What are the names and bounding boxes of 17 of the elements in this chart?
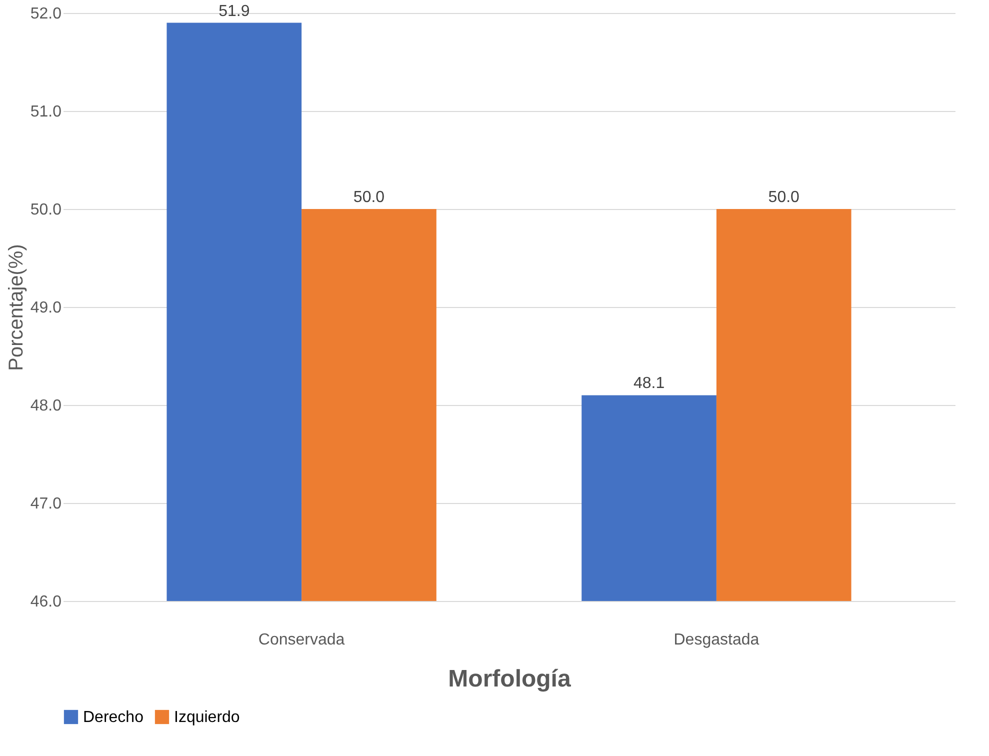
y-tick-label: 48.0 — [30, 398, 62, 414]
text: 51.9 — [218, 2, 250, 20]
text: 50.0 — [768, 189, 800, 206]
x-tick-label: Desgastada — [674, 632, 760, 648]
y-tick-label: 49.0 — [30, 300, 62, 316]
x-tick-label: Conservada — [258, 632, 345, 648]
text: 48.1 — [633, 375, 665, 392]
y-tick-label: 52.0 — [30, 6, 62, 22]
y-tick-label: 47.0 — [30, 496, 62, 512]
text: 50.0 — [353, 189, 385, 206]
y-axis-title: Porcentaje(%) — [5, 244, 28, 371]
legend-label: Izquierdo — [174, 709, 240, 726]
legend-label: Derecho — [83, 709, 144, 726]
y-tick-label: 50.0 — [30, 202, 62, 218]
y-tick-label: 46.0 — [30, 594, 62, 610]
x-axis-title: Morfología — [448, 666, 572, 692]
y-tick-label: 51.0 — [30, 104, 62, 120]
